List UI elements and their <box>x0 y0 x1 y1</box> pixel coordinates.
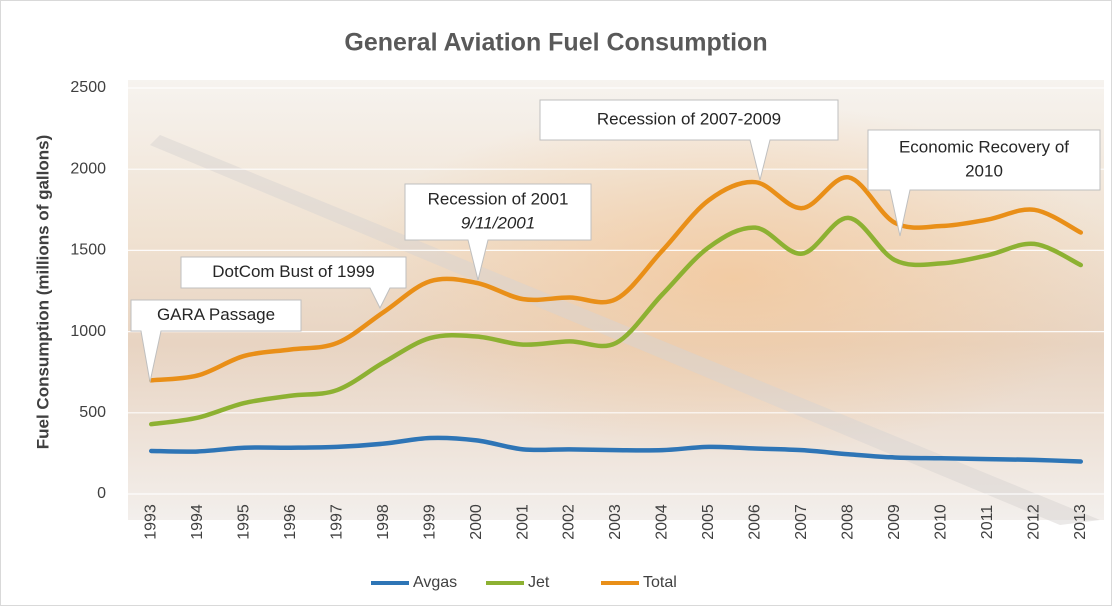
x-tick-label: 2011 <box>979 505 996 540</box>
x-tick-label: 2008 <box>840 504 857 540</box>
y-tick-label: 500 <box>79 404 106 421</box>
x-tick-label: 1996 <box>282 504 299 540</box>
annotation-text: DotCom Bust of 1999 <box>212 262 375 281</box>
annotation-text: 2010 <box>965 161 1003 180</box>
chart: General Aviation Fuel Consumption Fuel C… <box>0 0 1113 607</box>
y-tick-label: 1500 <box>70 242 106 259</box>
y-tick-label: 1000 <box>70 323 106 340</box>
legend-label: Total <box>643 574 677 591</box>
x-tick-label: 1995 <box>235 504 252 540</box>
x-tick-label: 2001 <box>514 504 531 540</box>
chart-title: General Aviation Fuel Consumption <box>344 29 767 57</box>
annotation-text: 9/11/2001 <box>461 213 535 232</box>
legend-label: Avgas <box>413 574 457 591</box>
legend-label: Jet <box>528 574 550 591</box>
annotation-text: Recession of 2007-2009 <box>597 109 781 128</box>
x-tick-label: 2000 <box>468 504 485 540</box>
x-tick-label: 1994 <box>189 504 206 540</box>
annotation-text: Economic Recovery of <box>899 137 1069 156</box>
x-tick-label: 1998 <box>375 504 392 540</box>
x-tick-label: 2007 <box>793 504 810 540</box>
x-tick-label: 2006 <box>747 504 764 540</box>
x-tick-label: 1997 <box>328 504 345 540</box>
x-tick-label: 2010 <box>933 504 950 540</box>
y-tick-label: 2000 <box>70 160 106 177</box>
x-tick-label: 2005 <box>700 504 717 540</box>
annotation-text: Recession of 2001 <box>428 189 569 208</box>
x-tick-label: 2009 <box>886 504 903 540</box>
x-tick-label: 1993 <box>142 504 159 540</box>
x-tick-label: 2013 <box>1072 504 1089 540</box>
x-tick-label: 1999 <box>421 504 438 540</box>
y-axis-label: Fuel Consumption (millions of gallons) <box>33 135 52 449</box>
x-tick-label: 2002 <box>561 504 578 540</box>
annotation-text: GARA Passage <box>157 305 275 324</box>
y-tick-label: 2500 <box>70 79 106 96</box>
x-tick-label: 2003 <box>607 504 624 540</box>
x-tick-label: 2012 <box>1026 504 1043 540</box>
y-tick-label: 0 <box>97 485 106 502</box>
x-tick-label: 2004 <box>654 504 671 540</box>
